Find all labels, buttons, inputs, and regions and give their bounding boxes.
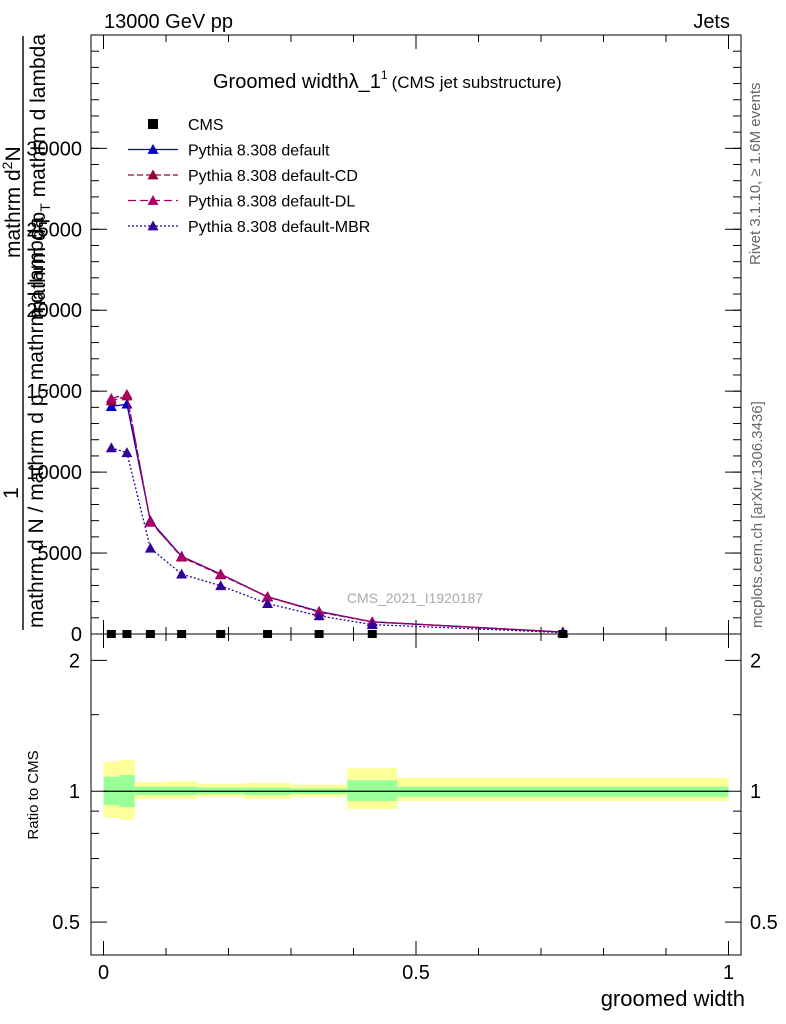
ratio-tick-label-right: 2 [750,650,761,672]
series-point-3 [313,610,325,621]
rivet-label: Rivet 3.1.10, ≥ 1.6M events [747,83,764,266]
ylabel-numerator-2-end: mathrm d lambda [27,34,50,204]
cms-point [314,630,324,638]
series-point-3 [176,568,188,579]
series-point-3 [215,580,227,591]
ylabel-denominator-end: mathrm d lambda [25,216,48,386]
series-point-2 [176,550,188,561]
ylabel-numerator-1-main: mathrm d [2,169,25,258]
series-point-2 [121,388,133,399]
series-point-3 [121,447,133,458]
title-sub: (CMS jet substructure) [392,73,562,92]
cms-point [558,630,568,638]
ratio-band-inner [347,780,398,801]
y-tick-label: 20000 [26,300,82,322]
ratio-tick-label-right: 1 [750,781,761,803]
cms-point [177,630,187,638]
header-left: 13000 GeV pp [104,11,233,33]
legend-label-1: Pythia 8.308 default-CD [188,168,358,185]
legend-marker-1 [147,169,159,180]
ratio-tick-label-left: 2 [69,650,80,672]
title-main: Groomed widthλ_1 [213,71,381,93]
series-line-2 [111,393,563,633]
header-right: Jets [693,11,730,33]
ylabel-denominator-sub: T [35,386,51,395]
cms-point [122,630,132,638]
ratio-ylabel: Ratio to CMS [25,750,42,839]
cms-point [367,630,377,638]
x-tick-label: 1 [723,962,734,984]
legend: CMS Pythia 8.308 default Pythia 8.308 defa… [128,117,370,236]
ylabel-numerator-1-sup: 2 [0,161,15,169]
y-tick-label: 0 [71,624,82,646]
series-line-3 [111,447,563,634]
series-point-3 [262,598,274,608]
ylabel-numerator-2-sub: T [37,203,53,212]
ylabel-one: 1 [0,487,23,499]
series-point-2 [144,516,156,527]
cms-point [216,630,226,638]
legend-marker-3 [147,220,159,231]
legend-label-0: Pythia 8.308 default [188,143,330,160]
legend-label-cms: CMS [188,117,224,134]
ylabel-denominator-main: mathrm d N / mathrm d p [25,395,48,628]
legend-marker-cms [148,119,158,129]
legend-label-2: Pythia 8.308 default-DL [188,194,355,211]
y-tick-label: 30000 [26,138,82,160]
analysis-watermark: CMS_2021_I1920187 [347,590,483,606]
cms-point [106,630,116,638]
x-tick-label: 0.5 [402,962,430,984]
series-layer [105,388,569,638]
legend-marker-2 [147,195,159,205]
ratio-bands [103,759,729,820]
title-superscript: 1 [381,68,388,82]
y-tick-label: 15000 [26,381,82,403]
series-point-3 [144,542,156,553]
xlabel: groomed width [601,986,745,1011]
series-point-3 [366,619,378,630]
series-point-2 [105,392,117,403]
ratio-tick-label-right: 0.5 [750,912,778,934]
series-point-2 [215,568,227,579]
y-tick-label: 25000 [26,219,82,241]
ylabel-numerator-2-main: mathrm d p [27,212,50,318]
ylabel-numerator-1: mathrm d2N [0,146,25,258]
ylabel-denominator: mathrm d N / mathrm d pT mathrm d lambda [25,216,51,628]
series-point-2 [262,591,274,602]
series-point-0 [105,401,117,411]
y-tick-label: 5000 [38,543,83,565]
series-point-3 [105,442,117,453]
series-line-0 [111,403,563,633]
chart-title: Groomed widthλ_11 (CMS jet substructure) [213,68,562,93]
ylabel-numerator-2: mathrm d pT mathrm d lambda [27,34,53,318]
series-line-1 [111,395,563,633]
cms-point [263,630,273,638]
ratio-tick-label-left: 1 [69,781,80,803]
y-tick-label: 10000 [26,462,82,484]
ratio-tick-label-left: 0.5 [52,912,80,934]
mcplots-label: mcplots.cern.ch [arXiv:1306.3436] [749,401,766,628]
axes: 0 0.5 1 0 5000 10000 15000 20000 25000 30000 0.5 0.… [26,34,778,984]
legend-label-3: Pythia 8.308 default-MBR [188,219,370,236]
legend-marker-0 [147,144,159,154]
ylabel-numerator-1-end: N [2,146,25,161]
cms-point [145,630,155,638]
x-tick-label: 0 [98,962,109,984]
